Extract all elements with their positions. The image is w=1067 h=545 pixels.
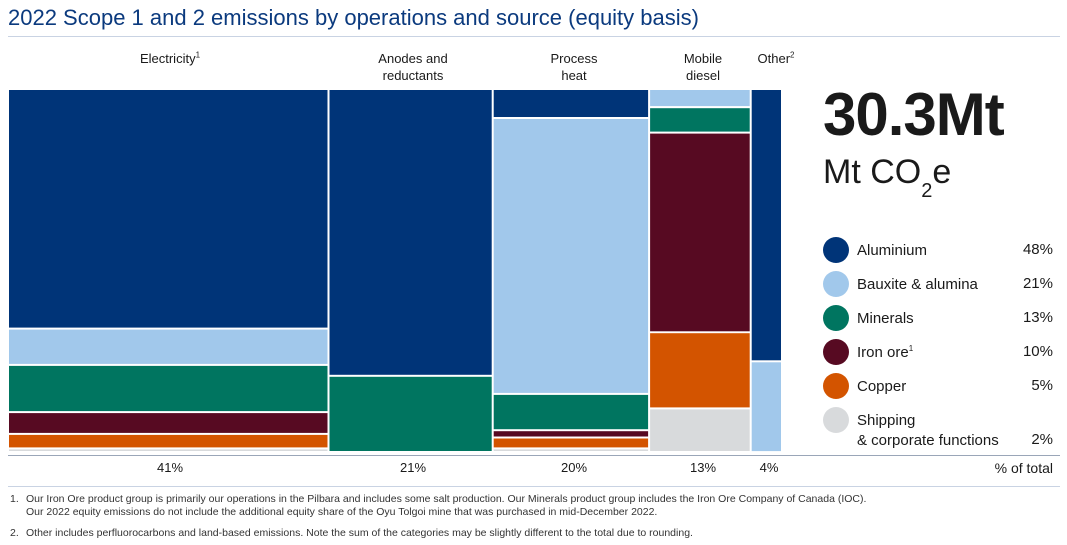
column-label-process-heat: Process heat — [550, 51, 598, 83]
total-emissions-unit: Mt CO2e — [823, 153, 952, 202]
legend-label: Bauxite & alumina — [857, 276, 978, 293]
legend-item-minerals: Minerals 13% — [823, 301, 1055, 335]
legend-item-aluminium: Aluminium 48% — [823, 233, 1055, 267]
chart-baseline — [8, 455, 1060, 456]
legend-swatch — [823, 373, 849, 399]
legend-percent: 2% — [1031, 431, 1053, 448]
legend-label: Iron ore1 — [857, 344, 914, 361]
segment-mobile-diesel-copper — [650, 333, 750, 408]
legend-label: Shipping & corporate functions — [857, 412, 999, 449]
segment-process-heat-aluminium — [493, 90, 649, 117]
percent-of-total-label: % of total — [994, 460, 1053, 476]
legend-item-bauxite-alumina: Bauxite & alumina 21% — [823, 267, 1055, 301]
column-label-electricity: Electricity1 — [139, 50, 201, 66]
segment-electricity-minerals — [9, 365, 328, 412]
legend-swatch — [823, 237, 849, 263]
column-percent-process-heat: 20% — [560, 460, 588, 475]
legend-item-copper: Copper 5% — [823, 369, 1055, 403]
footnote-2: 2. Other includes perfluorocarbons and la… — [10, 527, 693, 539]
legend-label: Minerals — [857, 310, 914, 327]
segment-other-aluminium — [751, 90, 781, 361]
segment-anodes-and-reductants-minerals — [329, 376, 492, 451]
legend-swatch — [823, 305, 849, 331]
legend-percent: 5% — [1031, 377, 1053, 394]
legend-item-iron-ore: Iron ore1 10% — [823, 335, 1055, 369]
column-label-mobile-diesel: Mobile diesel — [683, 51, 723, 83]
segment-electricity-bauxite-alumina — [9, 329, 328, 364]
legend-label: Aluminium — [857, 242, 928, 259]
segment-process-heat-shipping-corporate-functions — [493, 449, 649, 451]
segment-mobile-diesel-minerals — [650, 108, 750, 132]
column-label-anodes: Anodes and reductants — [378, 51, 448, 83]
segment-electricity-aluminium — [9, 90, 328, 328]
column-percent-other: 4% — [759, 460, 779, 475]
title-divider — [8, 36, 1060, 37]
footnote-divider — [8, 486, 1060, 487]
segment-electricity-shipping-corporate-functions — [9, 449, 328, 451]
segment-mobile-diesel-iron-ore — [650, 133, 750, 332]
legend-swatch — [823, 407, 849, 433]
column-percent-anodes: 21% — [399, 460, 427, 475]
segment-anodes-and-reductants-aluminium — [329, 90, 492, 375]
segment-other-bauxite-alumina — [751, 362, 781, 452]
segment-process-heat-copper — [493, 438, 649, 448]
segment-process-heat-iron-ore — [493, 431, 649, 437]
segment-electricity-copper — [9, 434, 328, 448]
segment-mobile-diesel-bauxite-alumina — [650, 90, 750, 107]
total-emissions-value: 30.3Mt — [823, 81, 1005, 148]
column-percent-electricity: 41% — [156, 460, 184, 475]
legend-swatch — [823, 339, 849, 365]
segment-electricity-iron-ore — [9, 413, 328, 433]
legend-item-shipping: Shipping & corporate functions 2% — [823, 403, 1055, 449]
legend-percent: 13% — [1022, 309, 1053, 326]
column-label-other: Other2 — [757, 50, 795, 66]
segment-mobile-diesel-shipping-corporate-functions — [650, 409, 750, 451]
legend-percent: 10% — [1022, 343, 1053, 360]
legend-percent: 21% — [1022, 275, 1053, 292]
legend-label: Copper — [857, 378, 907, 395]
footnote-1: 1. Our Iron Ore product group is primaril… — [10, 493, 867, 518]
legend-swatch — [823, 271, 849, 297]
segment-process-heat-bauxite-alumina — [493, 119, 649, 393]
column-percent-mobile-diesel: 13% — [689, 460, 717, 475]
legend-percent: 48% — [1022, 241, 1053, 258]
marimekko-chart — [9, 90, 781, 452]
segment-process-heat-minerals — [493, 394, 649, 430]
chart-title: 2022 Scope 1 and 2 emissions by operatio… — [8, 5, 699, 30]
